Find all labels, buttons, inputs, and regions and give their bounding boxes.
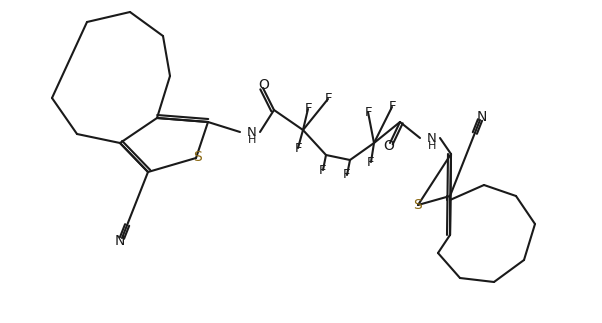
Text: N: N <box>427 131 437 144</box>
Text: F: F <box>304 102 312 116</box>
Text: S: S <box>412 198 421 212</box>
Text: F: F <box>294 141 302 154</box>
Text: N: N <box>247 126 257 139</box>
Text: N: N <box>477 110 487 124</box>
Text: O: O <box>259 78 270 92</box>
Text: F: F <box>364 106 372 119</box>
Text: N: N <box>115 234 125 248</box>
Text: F: F <box>319 163 327 176</box>
Text: F: F <box>367 155 375 169</box>
Text: H: H <box>248 135 256 145</box>
Text: F: F <box>324 92 332 106</box>
Text: H: H <box>428 141 436 151</box>
Text: F: F <box>343 169 351 182</box>
Text: O: O <box>383 139 394 153</box>
Text: S: S <box>193 150 202 164</box>
Text: F: F <box>388 100 396 113</box>
